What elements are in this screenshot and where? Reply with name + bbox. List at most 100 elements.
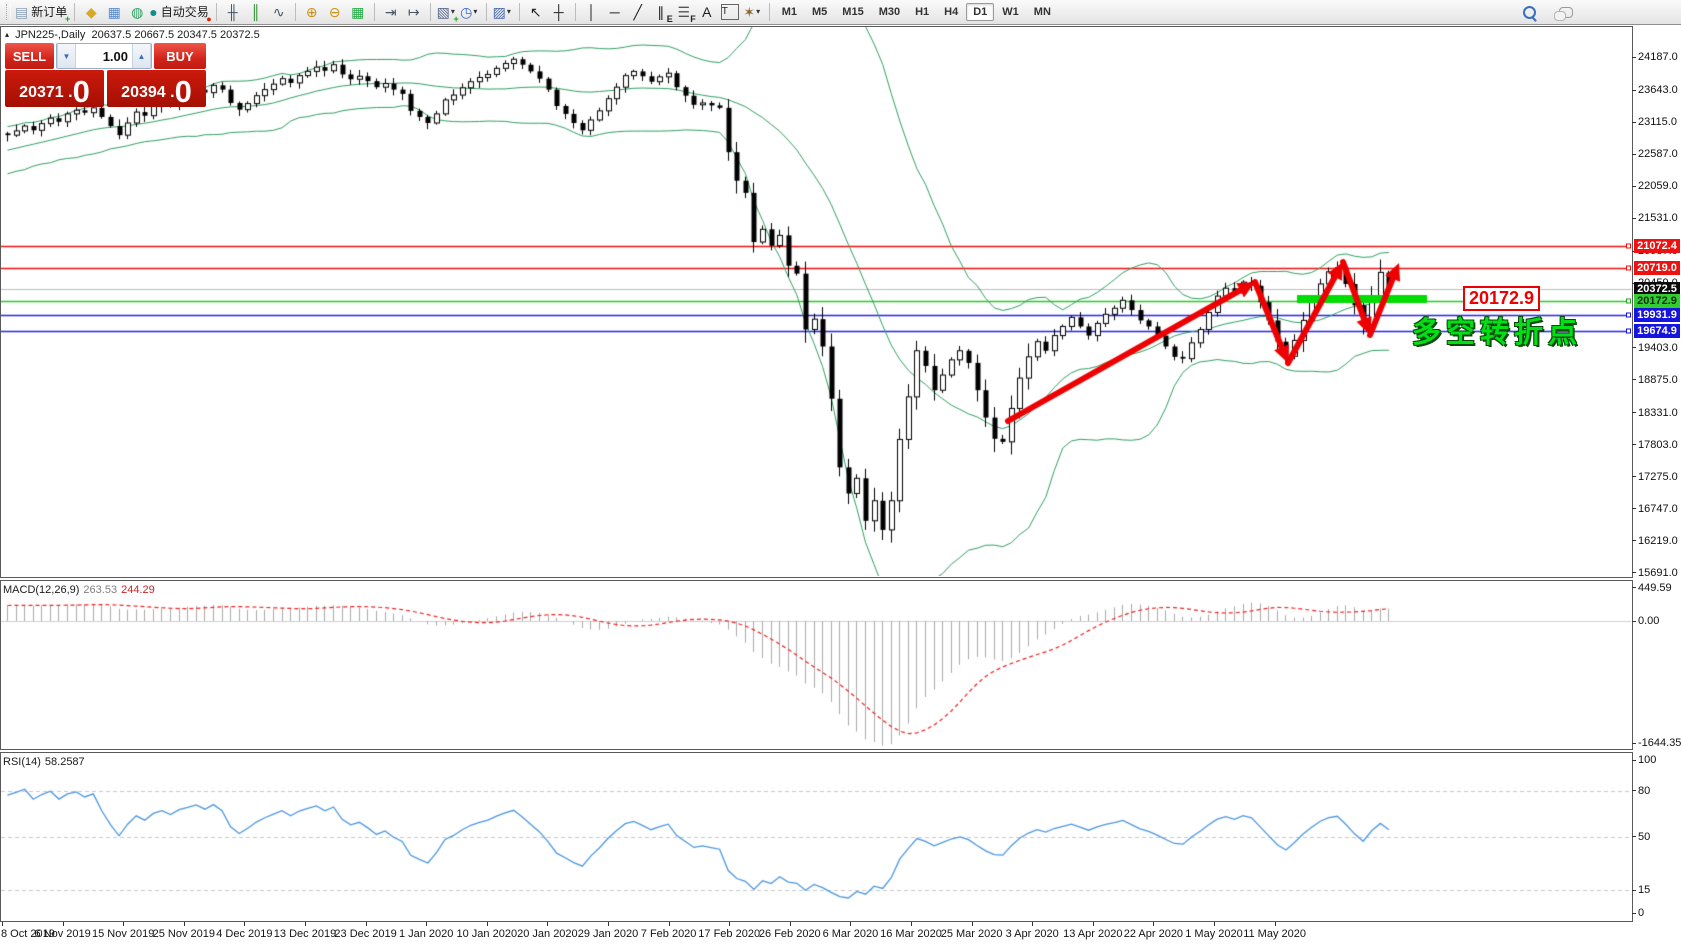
rsi-canvas[interactable] [1,753,1631,920]
sell-price-frac: 0 [72,74,90,109]
text-button[interactable]: A [696,2,718,22]
price-axis-label: 21531.0 [1638,212,1678,225]
zoom-in-button[interactable]: ⊕ [301,2,323,22]
main-toolbar: ▤ + 新订单 ◆ ▦ ◍ ● ● 自动交易 ╫ ║ ∿ ⊕ ⊖ ▦ ⇥ ↦ ▧ + ▾ ◷ ▾ ▨ ▾ ↖ ┼ │ ─ ╱ ∥ E ☰ F A T… [0,0,1681,25]
volume-input[interactable] [76,44,132,68]
candlestick-chart-icon: ║ [250,4,261,20]
macd-axis-label: 449.59 [1638,581,1672,594]
price-axis-tick [1632,412,1636,413]
horizontal-line-button[interactable]: ─ [604,2,626,22]
profiles-button[interactable]: ▦ [103,2,125,22]
volume-increase-button[interactable]: ▲ [132,44,151,68]
level-line-anchor [1626,265,1631,271]
buy-button[interactable]: BUY [154,43,206,69]
chart-shift-button[interactable]: ↦ [403,2,425,22]
timeframe-button-h1[interactable]: H1 [915,6,930,18]
zoom-in-icon: ⊕ [305,4,318,20]
chevron-down-icon: ▾ [756,7,761,16]
candlestick-chart-button[interactable]: ║ [245,2,267,22]
timeframe-button-mn[interactable]: MN [1033,6,1051,18]
level-line-anchor [1626,328,1631,334]
line-chart-icon: ∿ [272,4,285,20]
volume-decrease-button[interactable]: ▼ [57,44,76,68]
indicators-button[interactable]: ◆ [80,2,102,22]
tile-windows-button[interactable]: ▦ [347,2,369,22]
chat-icon [1554,6,1573,21]
price-axis-label: 22059.0 [1638,180,1678,193]
date-axis-tick [1153,922,1155,926]
toolbar-separator [518,3,520,21]
turning-point-annotation: 多空转折点 [1412,317,1583,349]
date-axis-label: 23 Dec 2019 [334,928,397,940]
price-axis-tick [1632,444,1636,445]
date-axis-label: 4 Dec 2019 [216,928,273,940]
chevron-down-icon: ▾ [506,7,511,16]
rsi-indicator-label: RSI(14) 58.2587 [3,756,85,768]
auto-scroll-icon: ⇥ [384,4,397,20]
date-axis-label: 6 Nov 2019 [34,928,91,940]
one-click-trading-panel: SELL ▼ ▲ BUY 20371 . 0 20394 . 0 [5,43,206,107]
macd-signal-value: 244.29 [121,584,155,596]
date-axis-tick [1274,922,1276,926]
equidistant-channel-icon: ∥ [657,4,665,20]
new-chart-icon: ▧ [436,4,450,20]
timeframe-button-m5[interactable]: M5 [812,6,828,18]
sell-button[interactable]: SELL [5,43,54,69]
date-axis-label: 16 Mar 2020 [880,928,942,940]
timeframe-button-h4[interactable]: H4 [944,6,959,18]
date-axis-tick [305,922,306,926]
new-chart-button[interactable]: ▧ + ▾ [436,2,459,24]
vertical-line-button[interactable]: │ [581,2,603,22]
tile-windows-icon: ▦ [351,4,365,20]
price-axis-label: 23643.0 [1638,84,1678,97]
toolbar-separator [485,3,487,21]
zoom-out-button[interactable]: ⊖ [324,2,346,22]
arrows-button[interactable]: ✶ ▾ [742,2,764,22]
crosshair-button[interactable]: ┼ [548,2,570,22]
date-axis-tick [62,922,64,926]
search-button[interactable] [1518,2,1540,22]
sell-price-tile[interactable]: 20371 . 0 [5,70,104,107]
bar-chart-button[interactable]: ╫ [222,2,244,22]
price-chart-canvas[interactable] [1,27,1631,576]
rsi-axis-label: 80 [1638,784,1651,797]
sell-price-main: 20371 . [19,84,73,101]
equidistant-channel-button[interactable]: ∥ E [650,2,673,24]
auto-scroll-button[interactable]: ⇥ [380,2,402,22]
date-axis-label: 3 Apr 2020 [1005,928,1059,940]
date-axis-tick [547,922,549,926]
rsi-axis-label: 100 [1638,754,1657,766]
date-axis-label: 25 Nov 2019 [152,928,215,940]
macd-canvas[interactable] [1,581,1631,748]
trendline-button[interactable]: ╱ [627,2,649,22]
buy-price-tile[interactable]: 20394 . 0 [107,70,206,107]
date-axis-tick [971,922,973,926]
chart-template-button[interactable]: ▨ ▾ [492,2,514,22]
rsi-axis-tick [1632,836,1636,837]
chart-period-button[interactable]: ◷ ▾ [459,2,481,22]
new-order-button[interactable]: ▤ + 新订单 [15,2,70,24]
timeframe-button-m30[interactable]: M30 [878,6,901,18]
autotrading-button[interactable]: ● ● 自动交易 [149,2,211,24]
line-chart-button[interactable]: ∿ [268,2,290,22]
price-badge: 19931.9 [1634,308,1680,323]
text-label-button[interactable]: T [719,2,741,22]
date-axis-label: 8 Oct 2019 [1,928,55,940]
fibonacci-button[interactable]: ☰ F [673,2,695,24]
price-axis-label: 19403.0 [1638,341,1678,354]
text-label-icon: T [720,4,739,20]
timeframe-button-m15[interactable]: M15 [842,6,864,18]
signals-button[interactable]: ◍ [126,2,148,22]
toolbar-separator [574,3,576,21]
toolbar-separator [429,3,431,21]
price-axis-tick [1632,218,1636,219]
cursor-button[interactable]: ↖ [525,2,547,22]
date-axis-label: 15 Nov 2019 [91,928,155,940]
toolbar-grip [6,4,11,20]
timeframe-button-w1[interactable]: W1 [1002,6,1019,18]
chat-button[interactable] [1554,2,1577,22]
price-axis-label: 17803.0 [1638,438,1678,451]
timeframe-button-m1[interactable]: M1 [781,6,798,18]
ohlc-values: 20637.5 20667.5 20347.5 20372.5 [91,29,260,41]
timeframe-button-d1[interactable]: D1 [966,3,995,21]
